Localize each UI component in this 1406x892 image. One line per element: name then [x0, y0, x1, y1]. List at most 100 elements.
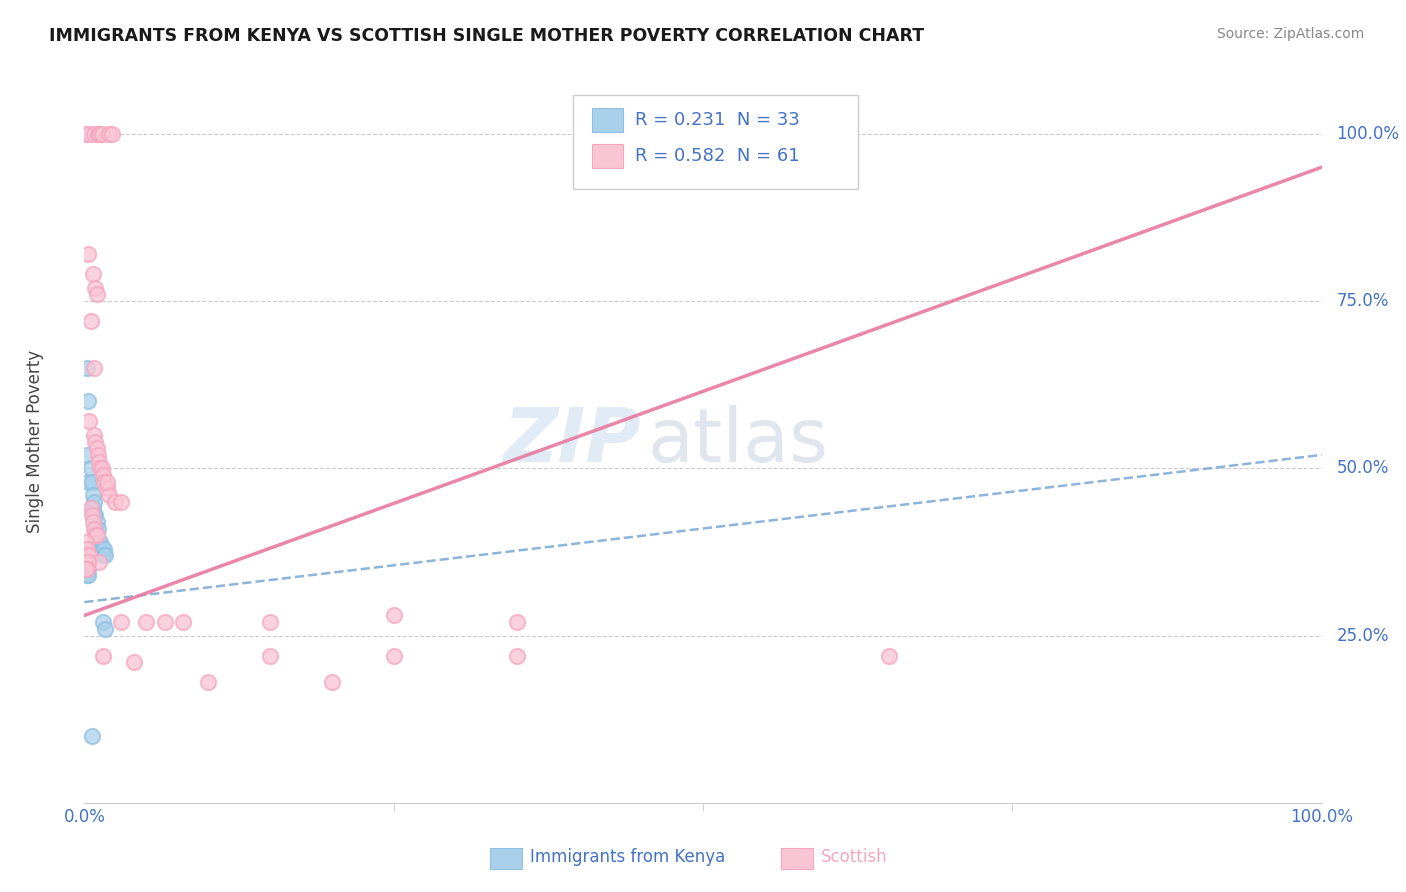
Point	[84, 528, 107, 542]
Point	[82, 501, 104, 516]
Point	[83, 494, 105, 508]
Point	[79, 461, 101, 475]
Point	[76, 562, 98, 576]
Point	[80, 475, 103, 489]
Point	[153, 615, 176, 630]
Point	[83, 361, 105, 376]
Point	[110, 615, 132, 630]
Point	[259, 648, 281, 663]
Point	[75, 562, 97, 576]
Point	[93, 541, 115, 556]
Point	[75, 534, 97, 549]
Point	[89, 541, 111, 556]
Point	[83, 521, 105, 535]
Point	[76, 541, 98, 556]
Point	[321, 675, 343, 690]
Point	[77, 555, 100, 569]
Point	[89, 127, 111, 141]
Text: Single Mother Poverty: Single Mother Poverty	[25, 350, 44, 533]
Text: ZIP: ZIP	[503, 405, 641, 478]
Text: IMMIGRANTS FROM KENYA VS SCOTTISH SINGLE MOTHER POVERTY CORRELATION CHART: IMMIGRANTS FROM KENYA VS SCOTTISH SINGLE…	[49, 27, 924, 45]
Text: R = 0.231  N = 33: R = 0.231 N = 33	[636, 111, 800, 129]
Point	[77, 562, 100, 576]
Point	[98, 488, 121, 502]
Point	[98, 127, 121, 141]
Point	[75, 548, 97, 563]
Point	[89, 534, 111, 549]
Text: Immigrants from Kenya: Immigrants from Kenya	[530, 848, 725, 866]
Point	[382, 608, 405, 623]
Point	[877, 648, 900, 663]
Point	[83, 508, 105, 523]
Text: Scottish: Scottish	[821, 848, 887, 866]
Point	[89, 555, 111, 569]
Point	[83, 127, 105, 141]
Point	[86, 528, 108, 542]
Point	[83, 427, 105, 442]
Text: atlas: atlas	[647, 405, 828, 478]
Point	[91, 648, 114, 663]
Point	[87, 448, 110, 462]
Point	[122, 655, 145, 669]
Point	[82, 488, 104, 502]
Point	[75, 127, 97, 141]
Point	[87, 521, 110, 535]
Point	[79, 127, 101, 141]
Point	[89, 455, 111, 469]
Point	[86, 287, 108, 301]
Point	[76, 361, 98, 376]
Point	[79, 414, 101, 429]
Point	[506, 648, 529, 663]
Point	[91, 548, 114, 563]
FancyBboxPatch shape	[592, 144, 623, 169]
FancyBboxPatch shape	[491, 848, 523, 870]
Point	[84, 281, 107, 295]
Point	[96, 475, 118, 489]
Point	[94, 548, 117, 563]
Point	[77, 247, 100, 261]
Point	[75, 555, 97, 569]
Text: 50.0%: 50.0%	[1337, 459, 1389, 477]
Point	[172, 615, 194, 630]
Point	[76, 562, 98, 576]
Point	[110, 494, 132, 508]
Point	[77, 394, 100, 409]
Point	[382, 648, 405, 663]
Point	[90, 541, 112, 556]
Text: 100.0%: 100.0%	[1337, 125, 1399, 143]
Point	[75, 562, 97, 576]
Point	[89, 127, 111, 141]
FancyBboxPatch shape	[574, 95, 858, 189]
Point	[76, 568, 98, 582]
Point	[197, 675, 219, 690]
Point	[94, 622, 117, 636]
Point	[87, 127, 110, 141]
Text: 25.0%: 25.0%	[1337, 626, 1389, 645]
Point	[91, 615, 114, 630]
Point	[79, 501, 101, 516]
Point	[259, 615, 281, 630]
Point	[815, 127, 838, 141]
Point	[76, 448, 98, 462]
Text: 75.0%: 75.0%	[1337, 292, 1389, 310]
Point	[86, 528, 108, 542]
Point	[80, 508, 103, 523]
Point	[96, 482, 118, 496]
Point	[77, 568, 100, 582]
Point	[76, 555, 98, 569]
FancyBboxPatch shape	[780, 848, 813, 870]
Point	[91, 467, 114, 482]
Point	[77, 548, 100, 563]
Point	[506, 615, 529, 630]
Point	[89, 461, 111, 475]
FancyBboxPatch shape	[592, 108, 623, 132]
Point	[89, 534, 111, 549]
Point	[90, 461, 112, 475]
Point	[84, 434, 107, 449]
Point	[135, 615, 157, 630]
Point	[84, 521, 107, 535]
Point	[79, 548, 101, 563]
Point	[79, 314, 101, 328]
Point	[104, 494, 127, 508]
Point	[100, 127, 122, 141]
